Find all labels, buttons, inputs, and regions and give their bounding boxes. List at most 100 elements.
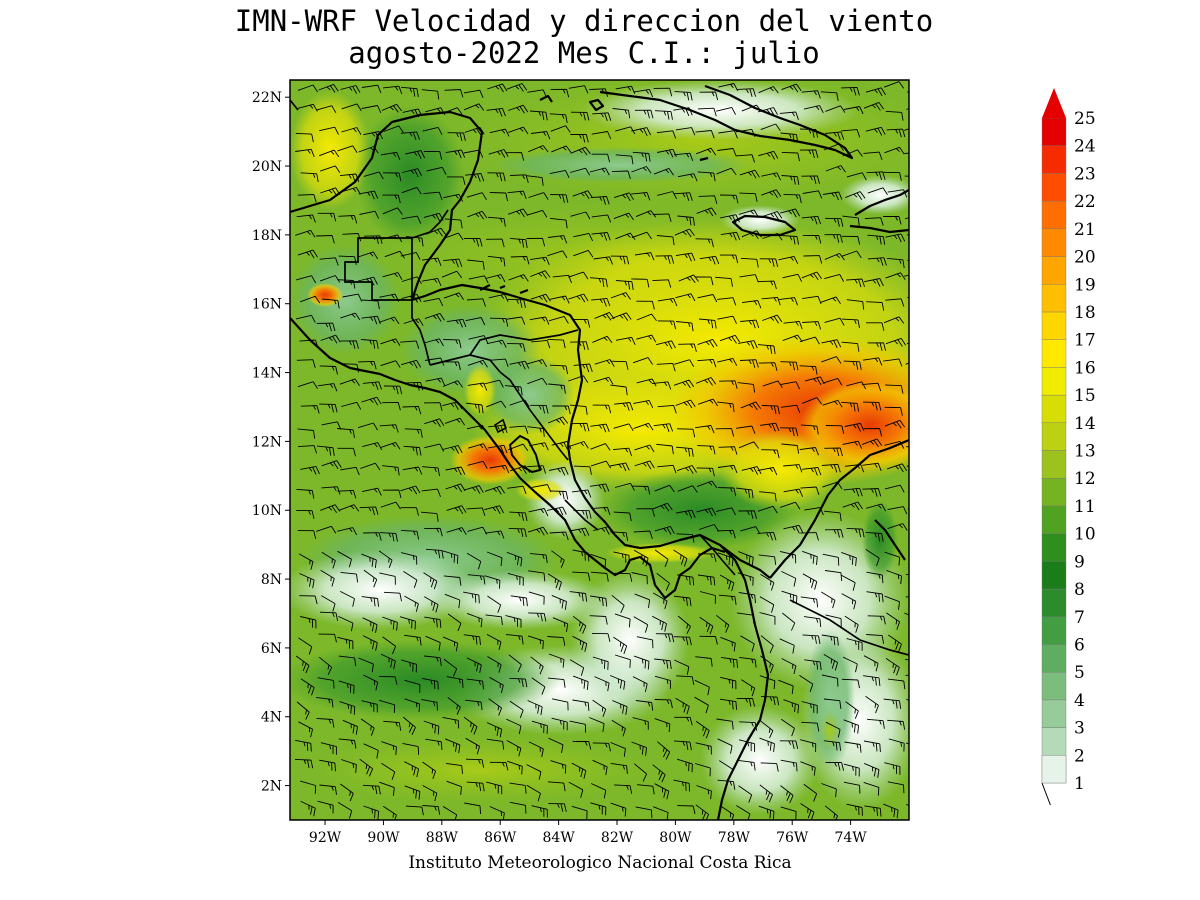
wind-barb	[446, 505, 467, 515]
wind-barb	[656, 362, 676, 372]
wind-barb	[321, 298, 340, 309]
wind-barb	[656, 130, 677, 139]
wind-barb	[611, 312, 632, 322]
wind-barb	[677, 215, 695, 226]
wind-barb	[676, 446, 694, 457]
wind-barb	[296, 214, 316, 223]
wind-barb	[319, 149, 340, 158]
wind-barb	[530, 553, 548, 564]
wind-barb	[695, 147, 717, 156]
wind-barb	[866, 503, 887, 512]
wind-barb	[317, 445, 335, 456]
wind-barb	[633, 422, 654, 431]
wind-barb	[907, 508, 909, 510]
credit-footer: Instituto Meteorologico Nacional Costa R…	[408, 853, 792, 873]
wind-barb	[801, 721, 820, 732]
wind-barb	[783, 488, 804, 497]
wind-barb	[800, 486, 820, 495]
wind-barb	[678, 343, 697, 352]
wind-barb	[760, 123, 781, 132]
wind-barb	[592, 404, 612, 414]
wind-barb	[845, 191, 866, 200]
wind-barb	[677, 805, 696, 815]
wind-barb	[614, 613, 631, 628]
wind-barb	[614, 784, 633, 794]
wind-barb	[549, 531, 569, 541]
wind-barb	[547, 636, 566, 646]
wind-barb	[720, 676, 737, 690]
wind-barb	[547, 416, 569, 426]
wind-barb	[866, 301, 885, 311]
lat-tick-label: 18N	[252, 228, 282, 244]
wind-barb	[508, 126, 529, 135]
wind-barb	[400, 131, 420, 141]
wind-barb	[695, 238, 714, 248]
colorbar-swatch	[1041, 755, 1067, 784]
wind-barb	[632, 151, 651, 162]
wind-barb	[589, 717, 605, 732]
colorbar-upper-arrow	[1042, 88, 1066, 118]
wind-barb	[442, 716, 460, 729]
wind-barb	[695, 425, 715, 434]
wind-barb	[318, 656, 333, 675]
wind-barb	[845, 701, 859, 719]
wind-barb	[652, 279, 672, 288]
wind-barb	[422, 126, 443, 135]
wind-barb	[551, 717, 568, 731]
wind-barb	[804, 659, 822, 671]
colorbar-label: 6	[1074, 635, 1085, 655]
lat-tick-label: 14N	[252, 366, 282, 382]
wind-barb	[736, 697, 756, 707]
wind-barb	[887, 189, 908, 198]
wind-barb	[783, 320, 803, 330]
lat-tick-label: 16N	[252, 297, 282, 313]
wind-barb	[551, 145, 572, 153]
wind-barb	[316, 717, 335, 728]
wind-barb	[591, 131, 612, 140]
wind-barb	[779, 638, 795, 654]
wind-barb	[718, 594, 737, 605]
wind-barb	[696, 785, 712, 800]
wind-barb	[487, 255, 506, 267]
wind-barb	[297, 249, 318, 259]
wind-barb	[759, 784, 773, 803]
wind-barb	[694, 679, 710, 696]
wind-barb	[300, 465, 320, 475]
wind-barb	[316, 105, 337, 114]
wind-barb	[757, 107, 778, 116]
wind-barb	[489, 676, 504, 694]
wind-barb	[363, 235, 383, 245]
colorbar-label: 24	[1074, 137, 1096, 157]
map-title-line2: agosto-2022 Mes C.I.: julio	[348, 36, 820, 70]
wind-barb	[382, 489, 402, 499]
wind-barb	[466, 552, 482, 570]
wind-barb	[489, 358, 509, 368]
wind-barb	[467, 259, 485, 270]
wind-barb	[405, 150, 426, 160]
wind-barb	[760, 762, 779, 772]
wind-barb	[590, 802, 607, 816]
wind-barb	[466, 402, 484, 414]
wind-barb	[550, 217, 568, 229]
wind-barb	[610, 292, 631, 300]
wind-barb	[781, 235, 800, 245]
wind-barb	[843, 719, 860, 734]
wind-barb	[488, 698, 503, 716]
wind-barb	[906, 342, 909, 345]
wind-barb	[634, 444, 655, 453]
wind-barb	[526, 175, 544, 186]
wind-barb	[866, 634, 885, 644]
wind-barb	[631, 741, 647, 756]
wind-barb	[820, 91, 839, 102]
wind-barb	[379, 316, 400, 325]
wind-barb	[549, 113, 568, 123]
wind-barb	[487, 83, 508, 93]
wind-barb	[298, 553, 314, 570]
wind-barb	[801, 271, 822, 281]
wind-barb	[505, 316, 526, 325]
wind-barb	[530, 293, 551, 303]
wind-barb	[842, 501, 863, 511]
wind-barb	[570, 167, 591, 176]
wind-barb	[673, 379, 695, 389]
wind-barb	[675, 252, 696, 262]
